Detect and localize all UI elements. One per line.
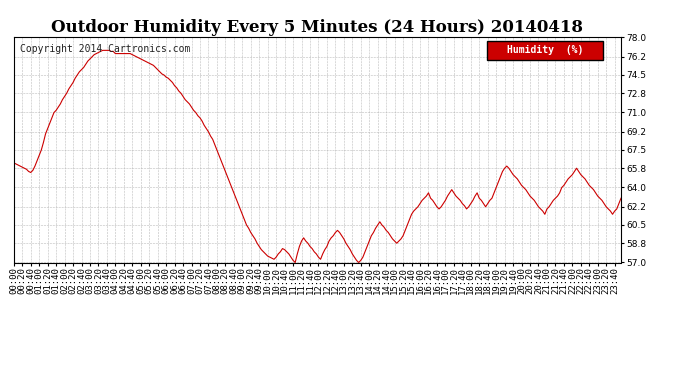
Text: Humidity  (%): Humidity (%) [507, 45, 583, 56]
Title: Outdoor Humidity Every 5 Minutes (24 Hours) 20140418: Outdoor Humidity Every 5 Minutes (24 Hou… [51, 19, 584, 36]
FancyBboxPatch shape [487, 41, 603, 60]
Text: Copyright 2014 Cartronics.com: Copyright 2014 Cartronics.com [20, 44, 190, 54]
